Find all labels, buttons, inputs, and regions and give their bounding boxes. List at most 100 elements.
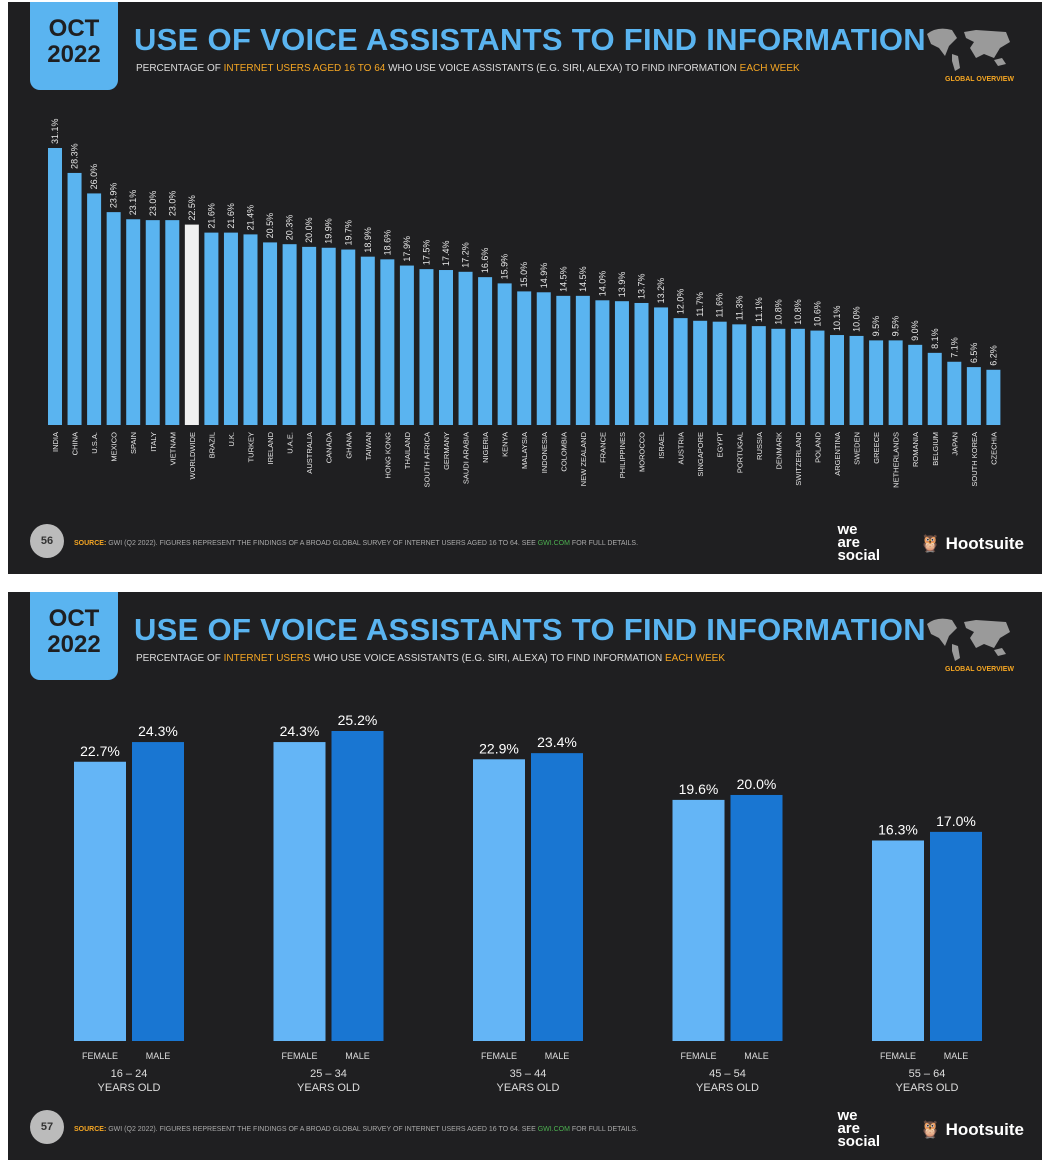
data-label: 13.9% <box>617 272 627 298</box>
tick-label: SOUTH KOREA <box>970 432 979 487</box>
data-label: 15.0% <box>519 262 529 288</box>
data-label: 13.7% <box>637 273 647 299</box>
subtitle-text: PERCENTAGE OF <box>136 653 224 664</box>
date-badge: OCT 2022 <box>30 2 118 90</box>
source-note: SOURCE: GWI (Q2 2022). FIGURES REPRESENT… <box>74 540 638 547</box>
bar-hong-kong <box>380 259 395 425</box>
data-label: 19.7% <box>343 220 353 246</box>
tick-label: ROMANIA <box>911 432 920 467</box>
data-label: 21.6% <box>226 203 236 229</box>
data-label: 17.5% <box>421 240 431 266</box>
bar-male <box>730 794 783 1041</box>
bar-portugal <box>732 324 747 425</box>
category-label: 35 – 44 <box>510 1068 547 1080</box>
legend-label: FEMALE <box>281 1051 317 1061</box>
bar-greece <box>869 340 884 425</box>
data-label: 7.1% <box>949 337 959 358</box>
tick-label: BRAZIL <box>207 432 216 458</box>
bar-japan <box>947 361 962 425</box>
bar-new-zealand <box>575 295 590 425</box>
bar-denmark <box>771 328 786 425</box>
bar-south-korea <box>966 367 981 425</box>
data-label: 18.9% <box>363 227 373 253</box>
tick-label: SWITZERLAND <box>794 431 803 485</box>
bar-egypt <box>712 321 727 425</box>
data-label: 14.5% <box>558 266 568 292</box>
tick-label: SAUDI ARABIA <box>462 432 471 484</box>
bar-female <box>872 840 924 1041</box>
age-gender-bar-chart: 22.7% FEMALE 24.3% MALE 16 – 24 YEARS OLD 24.3… <box>74 712 982 1094</box>
bar-male <box>930 831 982 1041</box>
tick-label: THAILAND <box>403 431 412 469</box>
tick-label: KENYA <box>501 432 510 457</box>
data-label: 14.9% <box>539 263 549 289</box>
source-link[interactable]: GWI.COM <box>537 540 570 547</box>
tick-label: COLOMBIA <box>559 432 568 472</box>
bar-singapore <box>693 320 708 425</box>
subtitle-highlight: INTERNET USERS AGED 16 TO 64 <box>223 63 386 74</box>
hootsuite-logo: 🦉 Hootsuite <box>919 534 1024 553</box>
tick-label: FRANCE <box>598 432 607 463</box>
data-label: 11.1% <box>754 297 764 322</box>
data-label: 9.5% <box>871 316 881 337</box>
bar-female <box>473 759 525 1041</box>
tick-label: CZECHIA <box>989 432 998 465</box>
we-are-social-logo: we are social <box>837 521 880 564</box>
data-label: 23.0% <box>148 191 158 217</box>
data-label: 17.9% <box>402 236 412 262</box>
legend-label: FEMALE <box>880 1051 916 1061</box>
data-label: 11.3% <box>734 295 744 320</box>
global-overview-label: GLOBAL OVERVIEW <box>945 76 1014 83</box>
data-label: 25.2% <box>338 712 378 728</box>
bar-saudi-arabia <box>458 271 473 425</box>
bar-u-s-a- <box>87 193 102 425</box>
bar-sweden <box>849 335 864 425</box>
tick-label: PHILIPPINES <box>618 432 627 478</box>
bar-czechia <box>986 369 1001 425</box>
legend-label: MALE <box>744 1051 769 1061</box>
bar-brazil <box>204 232 219 425</box>
tick-label: TAIWAN <box>364 432 373 460</box>
data-label: 19.9% <box>324 218 334 244</box>
bar-turkey <box>243 234 258 425</box>
source-link[interactable]: GWI.COM <box>537 1126 570 1133</box>
data-label: 9.0% <box>910 320 920 341</box>
bar-china <box>67 172 82 425</box>
tick-label: MOROCCO <box>638 432 647 472</box>
tick-label: SOUTH AFRICA <box>422 432 431 487</box>
data-label: 20.0% <box>737 776 777 792</box>
data-label: 17.2% <box>461 242 471 268</box>
tick-label: POLAND <box>813 431 822 462</box>
category-label: 55 – 64 <box>909 1068 946 1080</box>
bar-female <box>74 761 126 1041</box>
subtitle-highlight: EACH WEEK <box>664 653 725 664</box>
tick-label: SPAIN <box>129 432 138 454</box>
category-suffix: YEARS OLD <box>497 1082 560 1094</box>
tick-label: DENMARK <box>774 432 783 470</box>
data-label: 23.9% <box>109 183 119 209</box>
legend-label: MALE <box>944 1051 969 1061</box>
data-label: 12.0% <box>676 289 686 315</box>
data-label: 10.8% <box>773 299 783 325</box>
data-label: 6.5% <box>969 343 979 364</box>
category-suffix: YEARS OLD <box>896 1082 959 1094</box>
global-overview-label: GLOBAL OVERVIEW <box>945 666 1014 673</box>
bar-colombia <box>556 295 571 425</box>
source-label: SOURCE: <box>74 1126 107 1133</box>
bar-nigeria <box>478 277 493 425</box>
bar-u-k- <box>223 232 238 425</box>
bar-canada <box>321 247 336 425</box>
data-label: 20.0% <box>304 217 314 243</box>
bar-italy <box>145 220 160 425</box>
bar-israel <box>654 307 669 425</box>
data-label: 10.0% <box>852 306 862 332</box>
slide-country: OCT 2022 USE OF VOICE ASSISTANTS TO FIND … <box>8 2 1042 574</box>
bar-kenya <box>497 283 512 425</box>
data-label: 20.3% <box>285 215 295 241</box>
data-label: 10.6% <box>812 301 822 327</box>
bar-argentina <box>830 335 844 425</box>
slide-subtitle: PERCENTAGE OF INTERNET USERS WHO USE VOI… <box>136 653 725 664</box>
bar-morocco <box>634 302 649 425</box>
data-label: 28.3% <box>70 143 80 169</box>
data-label: 16.6% <box>480 248 490 274</box>
